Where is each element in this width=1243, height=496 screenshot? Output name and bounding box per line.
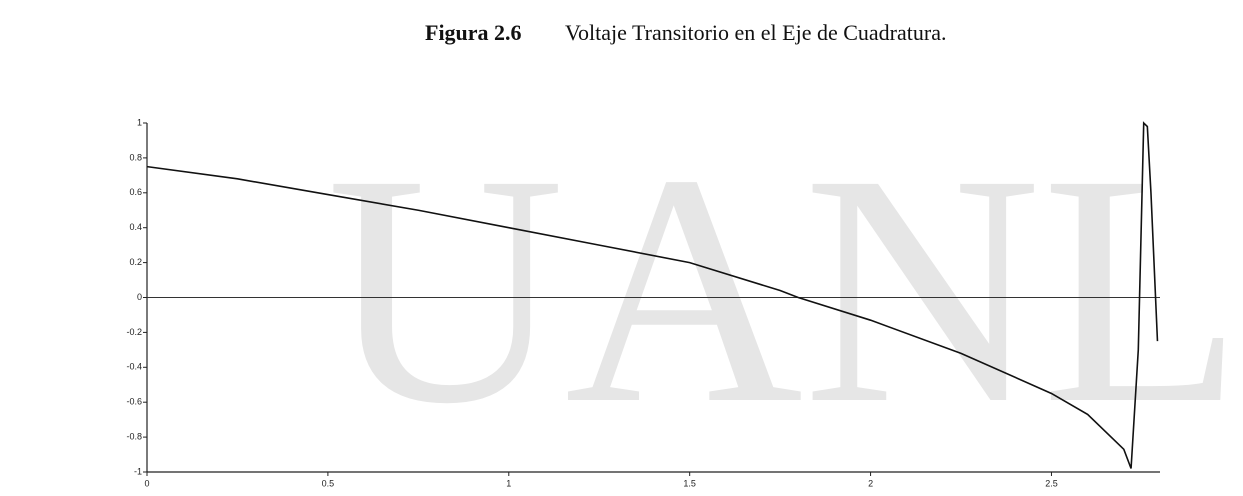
x-tick-label: 2 bbox=[868, 478, 873, 488]
x-tick-label: 0 bbox=[144, 478, 149, 488]
y-tick-label: 0.8 bbox=[129, 152, 142, 162]
series-line bbox=[146, 121, 1159, 469]
watermark: UANL bbox=[326, 107, 1243, 472]
x-tick-label: 0.5 bbox=[322, 478, 335, 488]
y-tick-label: -0.8 bbox=[126, 431, 142, 441]
x-tick-label: 1.5 bbox=[683, 478, 696, 488]
y-tick-label: -0.6 bbox=[126, 397, 142, 407]
y-tick-label: -0.4 bbox=[126, 362, 142, 372]
y-tick-label: -1 bbox=[134, 466, 142, 476]
y-tick-label: 0.2 bbox=[129, 257, 142, 267]
figure-label: Figura 2.6 bbox=[425, 20, 522, 45]
y-tick-label: -0.2 bbox=[126, 327, 142, 337]
y-tick-label: 0 bbox=[137, 292, 142, 302]
x-tick-label: 1 bbox=[506, 478, 511, 488]
chart-title: Voltaje Transitorio en el Eje de Cuadrat… bbox=[565, 20, 946, 45]
y-tick-label: 0.4 bbox=[129, 222, 142, 232]
x-tick-label: 2.5 bbox=[1045, 478, 1058, 488]
y-tick-label: 0.6 bbox=[129, 187, 142, 197]
y-tick-label: 1 bbox=[137, 117, 142, 127]
